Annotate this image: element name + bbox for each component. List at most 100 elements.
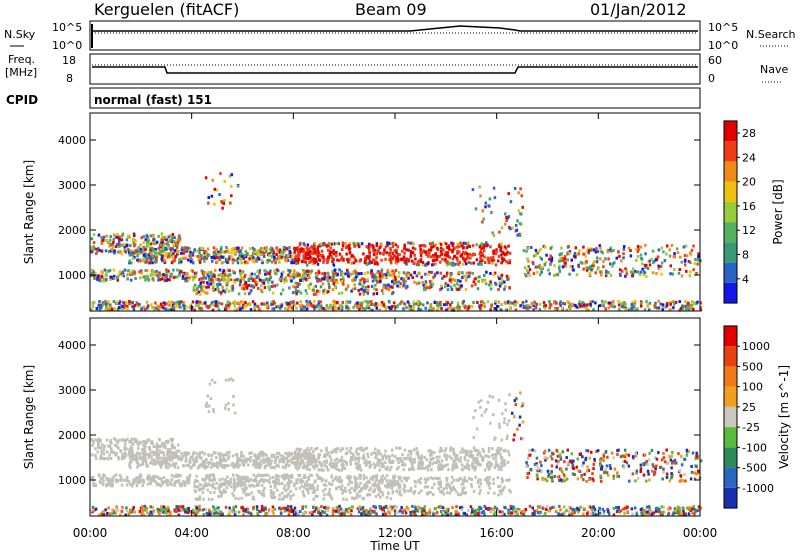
range-gate-cell (118, 235, 122, 239)
range-gate-cell (407, 259, 410, 263)
range-gate-cell (180, 248, 184, 252)
range-gate-cell (598, 244, 601, 248)
range-gate-cell (280, 255, 284, 259)
range-gate-cell (493, 271, 497, 275)
range-gate-cell (108, 483, 111, 487)
range-gate-cell (98, 308, 102, 312)
range-gate-cell (229, 201, 232, 205)
range-gate-cell (355, 447, 359, 451)
range-gate-cell (273, 301, 277, 305)
range-gate-cell (671, 272, 674, 276)
range-gate-cell (253, 462, 256, 466)
range-gate-cell (194, 490, 198, 494)
range-gate-cell (181, 276, 185, 280)
range-gate-cell (115, 235, 118, 239)
range-gate-cell (196, 479, 200, 483)
range-gate-cell (601, 303, 604, 307)
range-gate-cell (170, 446, 174, 450)
range-gate-cell (400, 277, 403, 281)
range-gate-cell (124, 478, 128, 482)
power-ylabel: Slant Range [km] (22, 160, 36, 264)
range-gate-cell (212, 289, 215, 293)
range-gate-cell (555, 301, 558, 305)
range-gate-cell (372, 484, 376, 488)
range-gate-cell (138, 452, 141, 456)
range-gate-cell (219, 291, 223, 295)
range-gate-cell (503, 245, 507, 249)
range-gate-cell (116, 479, 120, 483)
range-gate-cell (280, 272, 284, 276)
range-gate-cell (467, 467, 471, 471)
range-gate-cell (495, 249, 498, 253)
range-gate-cell (678, 308, 681, 312)
range-gate-cell (575, 273, 579, 277)
range-gate-cell (353, 257, 357, 261)
range-gate-cell (372, 292, 376, 296)
range-gate-cell (498, 308, 502, 312)
range-gate-cell (456, 249, 459, 253)
range-gate-cell (359, 487, 363, 491)
range-gate-cell (212, 482, 215, 486)
range-gate-cell (353, 486, 357, 490)
range-gate-cell (337, 479, 341, 483)
range-gate-cell (302, 449, 306, 453)
range-gate-cell (424, 282, 428, 286)
range-gate-cell (123, 247, 127, 251)
range-gate-cell (351, 253, 354, 257)
range-gate-cell (687, 307, 691, 311)
range-gate-cell (434, 262, 437, 266)
range-gate-cell (146, 482, 150, 486)
range-gate-cell (243, 273, 247, 277)
range-gate-cell (289, 494, 293, 498)
range-gate-cell (316, 494, 319, 498)
range-gate-cell (128, 259, 131, 263)
range-gate-cell (157, 278, 160, 282)
range-gate-cell (358, 301, 361, 305)
range-gate-cell (221, 206, 224, 210)
range-gate-cell (523, 266, 527, 270)
range-gate-cell (171, 247, 175, 251)
range-gate-cell (536, 251, 539, 255)
range-gate-cell (209, 278, 212, 282)
range-gate-cell (391, 245, 395, 249)
range-gate-cell (380, 268, 384, 272)
range-gate-cell (402, 307, 405, 311)
range-gate-cell (236, 454, 239, 458)
range-gate-cell (270, 303, 273, 307)
range-gate-cell (345, 301, 348, 305)
range-gate-cell (180, 246, 184, 250)
range-gate-cell (152, 452, 156, 456)
range-gate-cell (436, 246, 439, 250)
range-gate-cell (203, 466, 207, 470)
range-gate-cell (394, 305, 398, 309)
range-gate-cell (342, 282, 345, 286)
range-gate-cell (451, 277, 455, 281)
range-gate-cell (256, 249, 260, 253)
range-gate-cell (578, 249, 581, 253)
range-gate-cell (232, 465, 236, 469)
range-gate-cell (161, 305, 164, 309)
range-gate-cell (109, 275, 112, 279)
range-gate-cell (494, 301, 497, 305)
range-gate-cell (676, 251, 680, 255)
range-gate-cell (441, 257, 444, 261)
range-gate-cell (462, 241, 465, 245)
range-gate-cell (227, 276, 230, 280)
range-gate-cell (109, 235, 112, 239)
range-gate-cell (167, 235, 171, 239)
range-gate-cell (269, 489, 273, 493)
range-gate-cell (222, 202, 226, 206)
range-gate-cell (306, 488, 310, 492)
range-gate-cell (128, 450, 131, 454)
range-gate-cell (270, 491, 274, 495)
range-gate-cell (460, 253, 463, 257)
range-gate-cell (473, 457, 477, 461)
range-gate-cell (427, 464, 431, 468)
colorbar-tick-label: 16 (742, 200, 756, 213)
range-gate-cell (212, 287, 215, 291)
range-gate-cell (193, 484, 196, 488)
range-gate-cell (243, 305, 246, 309)
range-gate-cell (603, 300, 607, 304)
range-gate-cell (185, 452, 188, 456)
range-gate-cell (379, 495, 382, 499)
